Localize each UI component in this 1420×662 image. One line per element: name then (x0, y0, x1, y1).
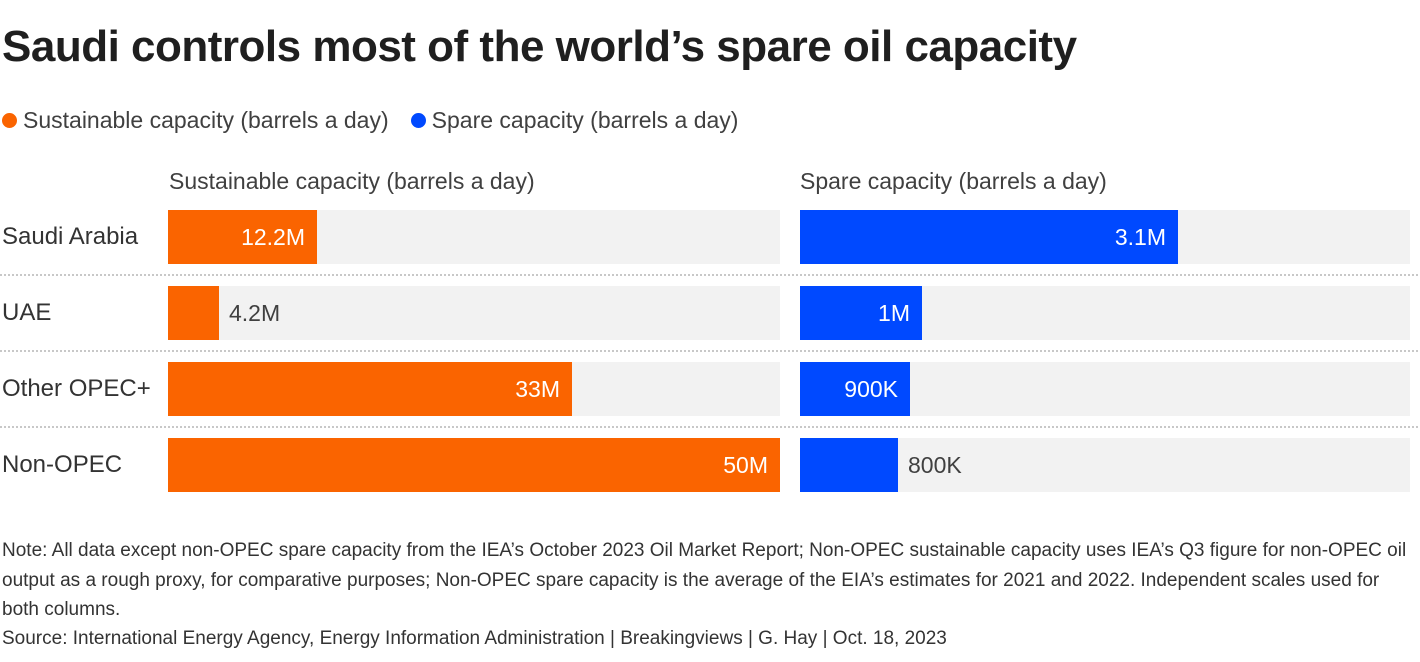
chart-note: Note: All data except non-OPEC spare cap… (2, 540, 1407, 620)
bar-sustainable-saudi-arabia (168, 210, 317, 264)
legend-label-sustainable: Sustainable capacity (barrels a day) (23, 106, 389, 133)
row-separator (0, 274, 1418, 276)
data-label-sustainable-saudi-arabia: 12.2M (241, 224, 305, 250)
legend-item-sustainable: Sustainable capacity (barrels a day) (2, 107, 389, 134)
category-label-other-opec: Other OPEC+ (2, 375, 151, 402)
bar-spare-saudi-arabia (800, 210, 1178, 264)
legend-label-spare: Spare capacity (barrels a day) (431, 106, 739, 133)
bar-track-sustainable-saudi-arabia: 12.2M (168, 210, 780, 264)
chart-title: Saudi controls most of the world’s spare… (2, 22, 1077, 71)
category-label-uae: UAE (2, 299, 52, 326)
data-label-spare-non-opec: 800K (908, 452, 962, 478)
bar-spare-uae (800, 286, 922, 340)
bar-sustainable-non-opec (168, 438, 780, 492)
data-label-spare-other-opec: 900K (844, 376, 898, 402)
bar-spare-non-opec (800, 438, 898, 492)
chart-legend: Sustainable capacity (barrels a day) Spa… (2, 104, 760, 136)
legend-dot-spare (410, 112, 426, 128)
category-label-non-opec: Non-OPEC (2, 451, 123, 478)
data-label-spare-saudi-arabia: 3.1M (1114, 224, 1166, 250)
legend-dot-sustainable (2, 112, 17, 128)
bar-track-spare-non-opec: 800K (800, 438, 1410, 492)
column-header-spare: Spare capacity (barrels a day) (800, 168, 1107, 194)
bar-sustainable-other-opec (168, 362, 572, 416)
bar-track-spare-uae: 1M (800, 286, 1410, 340)
bar-spare-other-opec (800, 362, 910, 416)
bar-sustainable-uae (168, 286, 219, 340)
column-header-sustainable: Sustainable capacity (barrels a day) (169, 168, 535, 194)
category-label-saudi-arabia: Saudi Arabia (2, 223, 139, 250)
data-label-sustainable-other-opec: 33M (515, 376, 560, 402)
bar-track-spare-saudi-arabia: 3.1M (800, 210, 1410, 264)
data-label-spare-uae: 1M (878, 300, 910, 326)
row-separator (0, 426, 1418, 428)
row-separator (0, 350, 1418, 352)
chart-source: Source: International Energy Agency, Ene… (2, 628, 947, 649)
bar-track-spare-other-opec: 900K (800, 362, 1410, 416)
bar-track-sustainable-non-opec: 50M (168, 438, 780, 492)
data-label-sustainable-uae: 4.2M (229, 300, 281, 326)
data-label-sustainable-non-opec: 50M (723, 452, 768, 478)
legend-item-spare: Spare capacity (barrels a day) (410, 106, 739, 134)
bar-track-sustainable-other-opec: 33M (168, 362, 780, 416)
bar-track-sustainable-uae: 4.2M (168, 286, 780, 340)
